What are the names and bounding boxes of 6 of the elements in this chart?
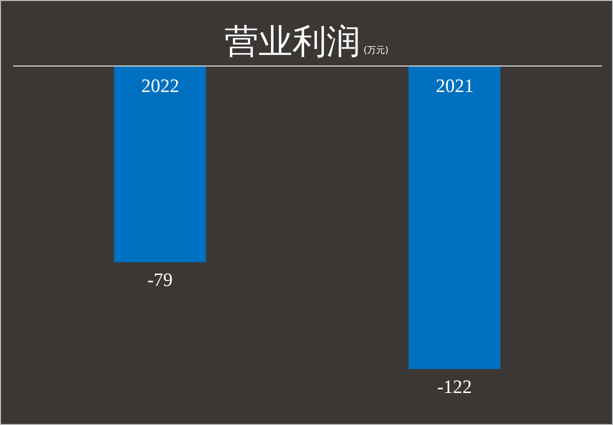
- x-tick-label: 2021: [436, 76, 474, 97]
- data-label: -79: [147, 270, 173, 292]
- chart-title: 营业利润: [224, 22, 360, 62]
- data-label: -122: [437, 377, 472, 398]
- chart-subtitle: (万元): [363, 46, 389, 56]
- x-tick-label: 2022: [141, 76, 180, 97]
